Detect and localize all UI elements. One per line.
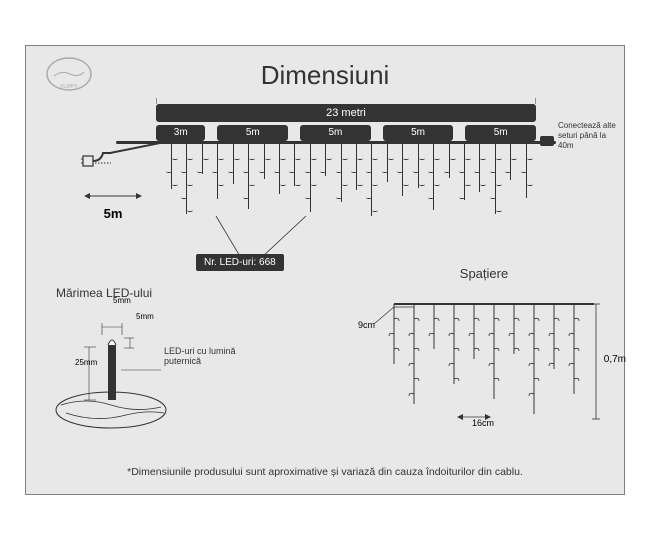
connect-note: Conectează alte seturi până la 40m — [558, 121, 616, 151]
segment-row: 3m 5m 5m 5m 5m — [156, 125, 536, 141]
total-length-bar: 23 metri — [156, 104, 536, 122]
footnote: *Dimensiunile produsului sunt aproximati… — [127, 466, 523, 478]
led-dim-height: 25mm — [75, 358, 97, 367]
lead-length-arrow: 5m — [84, 188, 142, 221]
spacing-section: Spațiere 9cm 16cm 0,7m — [364, 266, 604, 439]
icicle-strands — [171, 144, 541, 224]
led-count-badge: Nr. LED-uri: 668 — [196, 254, 284, 271]
spacing-title: Spațiere — [364, 266, 604, 281]
spacing-illustration — [364, 289, 604, 434]
segment-3: 5m — [383, 125, 454, 141]
segment-1: 5m — [217, 125, 288, 141]
spacing-drop-label: 0,7m — [604, 354, 626, 365]
led-illustration — [46, 305, 216, 435]
led-size-title: Mărimea LED-ului — [56, 286, 246, 300]
lead-cable-wire — [110, 142, 160, 154]
segment-4: 5m — [465, 125, 536, 141]
led-dim-top: 5mm — [113, 296, 131, 305]
led-size-section: Mărimea LED-ului 5mm 5mm 25mm LED-uri cu… — [46, 286, 246, 440]
lead-length-label: 5m — [84, 206, 142, 221]
plug-icon — [81, 151, 111, 176]
diagram-title: Dimensiuni — [261, 60, 390, 91]
led-note: LED-uri cu lumină puternică — [164, 346, 244, 366]
length-bars: 23 metri 3m 5m 5m 5m 5m — [156, 98, 536, 141]
spacing-16cm-label: 16cm — [472, 418, 494, 428]
brand-logo: FLIPPY — [44, 54, 94, 94]
spacing-9cm-label: 9cm — [358, 320, 375, 330]
segment-0: 3m — [156, 125, 205, 141]
end-connector-icon — [540, 136, 554, 146]
led-dim-side: 5mm — [136, 312, 154, 321]
svg-text:FLIPPY: FLIPPY — [60, 84, 78, 90]
diagram-frame: FLIPPY Dimensiuni 23 metri 3m 5m 5m 5m 5… — [25, 45, 625, 495]
segment-2: 5m — [300, 125, 371, 141]
